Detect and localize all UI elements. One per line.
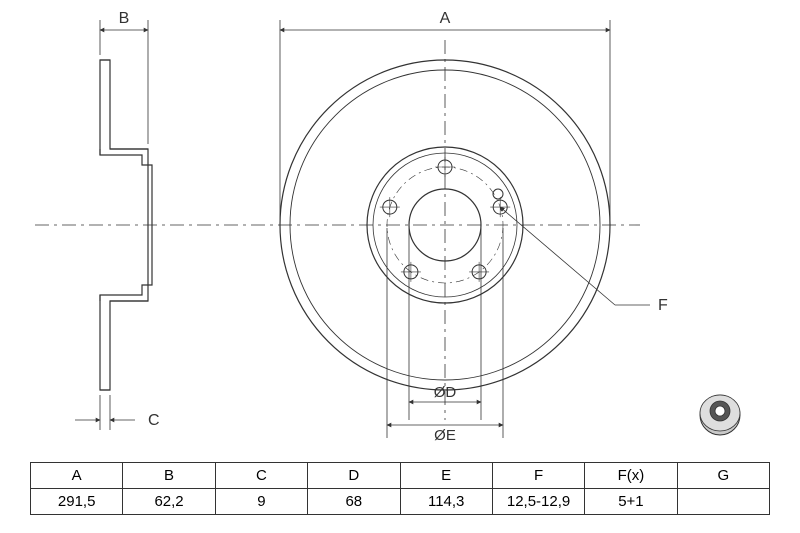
table-header: A: [31, 463, 123, 489]
table-cell: 62,2: [123, 489, 215, 515]
table-header: F(x): [585, 463, 677, 489]
dim-label-D: ØD: [434, 384, 457, 401]
table-cell: 291,5: [31, 489, 123, 515]
table-cell: 114,3: [400, 489, 492, 515]
table-header: D: [308, 463, 400, 489]
table-header: B: [123, 463, 215, 489]
technical-drawing: B C: [0, 0, 800, 455]
dim-label-C: C: [148, 412, 160, 429]
dim-label-A: A: [440, 10, 451, 27]
table-header-row: A B C D E F F(x) G: [31, 463, 770, 489]
extra-hole: [493, 189, 503, 199]
front-view: A ØD ØE F: [280, 10, 668, 444]
table-cell: 68: [308, 489, 400, 515]
table-header: C: [215, 463, 307, 489]
table-cell: 5+1: [585, 489, 677, 515]
table-value-row: 291,5 62,2 9 68 114,3 12,5-12,9 5+1: [31, 489, 770, 515]
dim-label-E: ØE: [434, 427, 456, 444]
dim-label-B: B: [119, 10, 130, 27]
table-cell: 12,5-12,9: [492, 489, 584, 515]
dimensions-table: A B C D E F F(x) G 291,5 62,2 9 68 114,3…: [30, 462, 770, 515]
table-header: F: [492, 463, 584, 489]
dim-label-F: F: [658, 297, 668, 314]
side-view: B C: [75, 10, 160, 430]
disc-icon: [700, 395, 740, 435]
table-header: G: [677, 463, 769, 489]
table-cell: [677, 489, 769, 515]
table-header: E: [400, 463, 492, 489]
table-cell: 9: [215, 489, 307, 515]
